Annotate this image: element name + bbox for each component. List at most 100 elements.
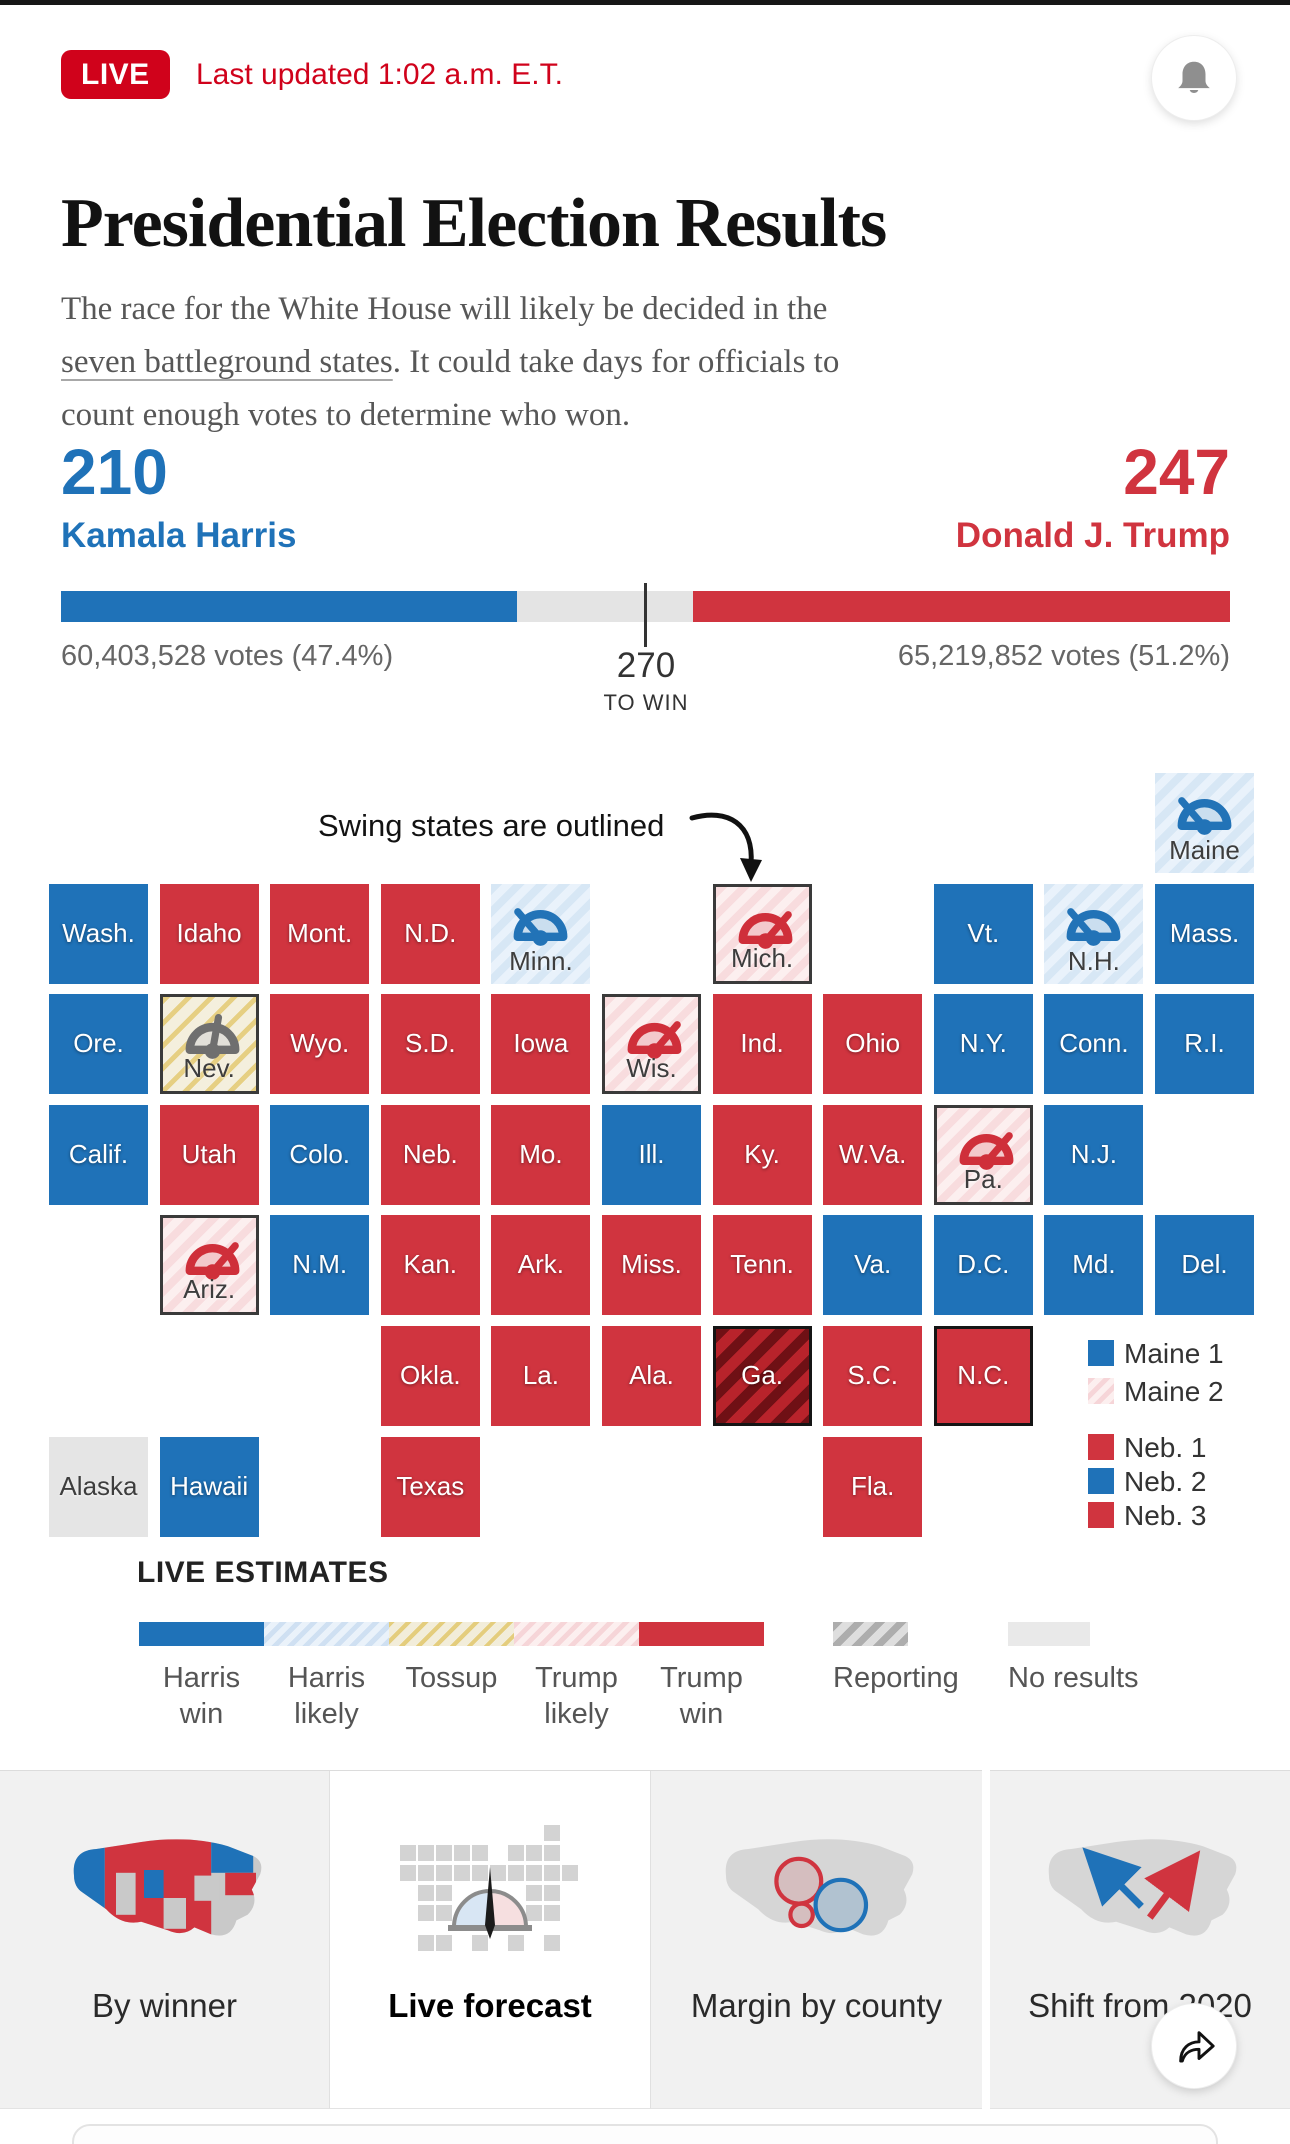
state-tile-label: Hawaii (170, 1470, 249, 1501)
state-tile-mich[interactable]: Mich. (712, 883, 812, 984)
legend-label: Neb. 3 (1124, 1500, 1207, 1531)
state-tile-label: Del. (1181, 1249, 1228, 1280)
state-tile-pa[interactable]: Pa. (933, 1104, 1033, 1205)
tab-label: By winner (92, 1987, 237, 2024)
state-tile-colo[interactable]: Colo. (270, 1104, 370, 1205)
state-tile-utah[interactable]: Utah (159, 1104, 259, 1205)
state-tile-idaho[interactable]: Idaho (159, 883, 259, 984)
state-tile-mass[interactable]: Mass. (1155, 883, 1254, 984)
state-tile-wis[interactable]: Wis. (602, 994, 701, 1095)
state-tile-label: N.Y. (959, 1028, 1007, 1059)
state-tile-ohio[interactable]: Ohio (823, 994, 923, 1095)
subtitle-line3: count enough votes to determine who won. (61, 397, 631, 433)
state-tile-ind[interactable]: Ind. (712, 994, 812, 1095)
state-tile-hawaii[interactable]: Hawaii (159, 1436, 259, 1537)
state-tile-label: Colo. (289, 1138, 351, 1169)
state-tile-va[interactable]: Va. (823, 1215, 923, 1316)
top-black-strip (0, 0, 1290, 5)
state-tile-nev[interactable]: Nev. (159, 994, 259, 1095)
state-tile-label: Mass. (1169, 917, 1240, 948)
page-subtitle: The race for the White House will likely… (61, 283, 1021, 442)
state-tile-nm[interactable]: N.M. (270, 1215, 370, 1316)
state-tile-label: Iowa (513, 1028, 569, 1059)
state-tile-la[interactable]: La. (491, 1326, 591, 1426)
state-tile-sc[interactable]: S.C. (823, 1326, 923, 1426)
state-tile-ga[interactable]: Ga. (712, 1326, 812, 1426)
state-tile-mont[interactable]: Mont. (270, 883, 370, 984)
tab-by-winner[interactable]: By winner (0, 1771, 330, 2109)
state-tile-kan[interactable]: Kan. (380, 1215, 480, 1316)
state-tile-nj[interactable]: N.J. (1044, 1104, 1144, 1205)
state-tile-minn[interactable]: Minn. (491, 883, 591, 984)
forecast-gauge-icon (738, 910, 793, 949)
state-tile-maine[interactable]: Maine (1155, 773, 1254, 873)
state-tile-sd[interactable]: S.D. (380, 994, 480, 1095)
state-tile-ill[interactable]: Ill. (602, 1104, 701, 1205)
state-tile-iowa[interactable]: Iowa (491, 994, 591, 1095)
notifications-button[interactable] (1152, 36, 1236, 120)
state-tile-ariz[interactable]: Ariz. (159, 1215, 259, 1316)
harris-electoral-count: 210 (61, 436, 168, 508)
next-section-card-edge (72, 2124, 1218, 2144)
state-tile-label: N.D. (404, 917, 457, 948)
state-tile-fla[interactable]: Fla. (823, 1436, 923, 1537)
state-tile-ri[interactable]: R.I. (1155, 994, 1254, 1095)
state-tile-ky[interactable]: Ky. (712, 1104, 812, 1205)
state-tile-vt[interactable]: Vt. (933, 883, 1033, 984)
state-tile-nc[interactable]: N.C. (933, 1326, 1033, 1426)
state-tile-label: Fla. (851, 1470, 895, 1501)
state-tile-ny[interactable]: N.Y. (933, 994, 1033, 1095)
state-tile-label: Ill. (638, 1138, 665, 1169)
state-tile-texas[interactable]: Texas (380, 1436, 480, 1537)
state-tile-wva[interactable]: W.Va. (823, 1104, 923, 1205)
state-tile-del[interactable]: Del. (1155, 1215, 1254, 1316)
legend-label: Maine 1 (1124, 1338, 1224, 1369)
state-tile-calif[interactable]: Calif. (49, 1104, 148, 1205)
estimate-swatch (264, 1622, 389, 1646)
tab-live-forecast[interactable]: Live forecast (330, 1771, 651, 2109)
state-tile-ala[interactable]: Ala. (602, 1326, 701, 1426)
state-tile-ore[interactable]: Ore. (49, 994, 148, 1095)
forecast-gauge-icon (513, 907, 568, 946)
tab-shift-from-2020[interactable]: Shift from 2020 (990, 1771, 1290, 2109)
state-tile-wyo[interactable]: Wyo. (270, 994, 370, 1095)
state-tile-label: Neb. (402, 1138, 458, 1169)
legend-label: Maine 2 (1124, 1376, 1224, 1407)
bell-icon (1178, 61, 1210, 93)
state-tile-label: Md. (1072, 1249, 1116, 1280)
state-tile-label: Wash. (62, 917, 135, 948)
state-tile-dc[interactable]: D.C. (933, 1215, 1033, 1316)
trump-electoral-count: 247 (1123, 436, 1230, 508)
state-tile-label: Nev. (183, 1053, 235, 1084)
state-tile-nd[interactable]: N.D. (380, 883, 480, 984)
state-tile-label: Ind. (740, 1028, 784, 1059)
estimate-swatch (139, 1622, 264, 1646)
forecast-gauge-icon (959, 1131, 1014, 1170)
last-updated-text: Last updated 1:02 a.m. E.T. (196, 57, 563, 91)
share-button[interactable] (1152, 2004, 1236, 2088)
state-tile-alaska[interactable]: Alaska (49, 1436, 148, 1537)
state-tile-label: Mo. (519, 1138, 563, 1169)
state-tile-label: S.C. (847, 1359, 898, 1390)
state-tile-mo[interactable]: Mo. (491, 1104, 591, 1205)
state-tile-label: Ark. (517, 1249, 564, 1280)
state-tile-md[interactable]: Md. (1044, 1215, 1144, 1316)
state-tile-tenn[interactable]: Tenn. (712, 1215, 812, 1316)
state-tile-nh[interactable]: N.H. (1044, 883, 1144, 984)
state-tile-miss[interactable]: Miss. (602, 1215, 701, 1316)
state-tile-neb[interactable]: Neb. (380, 1104, 480, 1205)
state-tile-label: D.C. (957, 1249, 1010, 1280)
state-tile-label: Wis. (626, 1053, 677, 1084)
estimate-swatch (1008, 1622, 1090, 1646)
state-tile-label: Utah (181, 1138, 237, 1169)
state-tile-ark[interactable]: Ark. (491, 1215, 591, 1316)
tab-margin-by-county[interactable]: Margin by county (651, 1771, 982, 2109)
state-tile-label: Texas (396, 1470, 465, 1501)
state-tile-label: Ky. (744, 1138, 780, 1169)
state-tile-okla[interactable]: Okla. (380, 1326, 480, 1426)
state-tile-wash[interactable]: Wash. (49, 883, 148, 984)
battleground-states-link[interactable]: seven battleground states (61, 344, 393, 380)
state-tile-conn[interactable]: Conn. (1044, 994, 1144, 1095)
trump-name: Donald J. Trump (955, 516, 1230, 555)
